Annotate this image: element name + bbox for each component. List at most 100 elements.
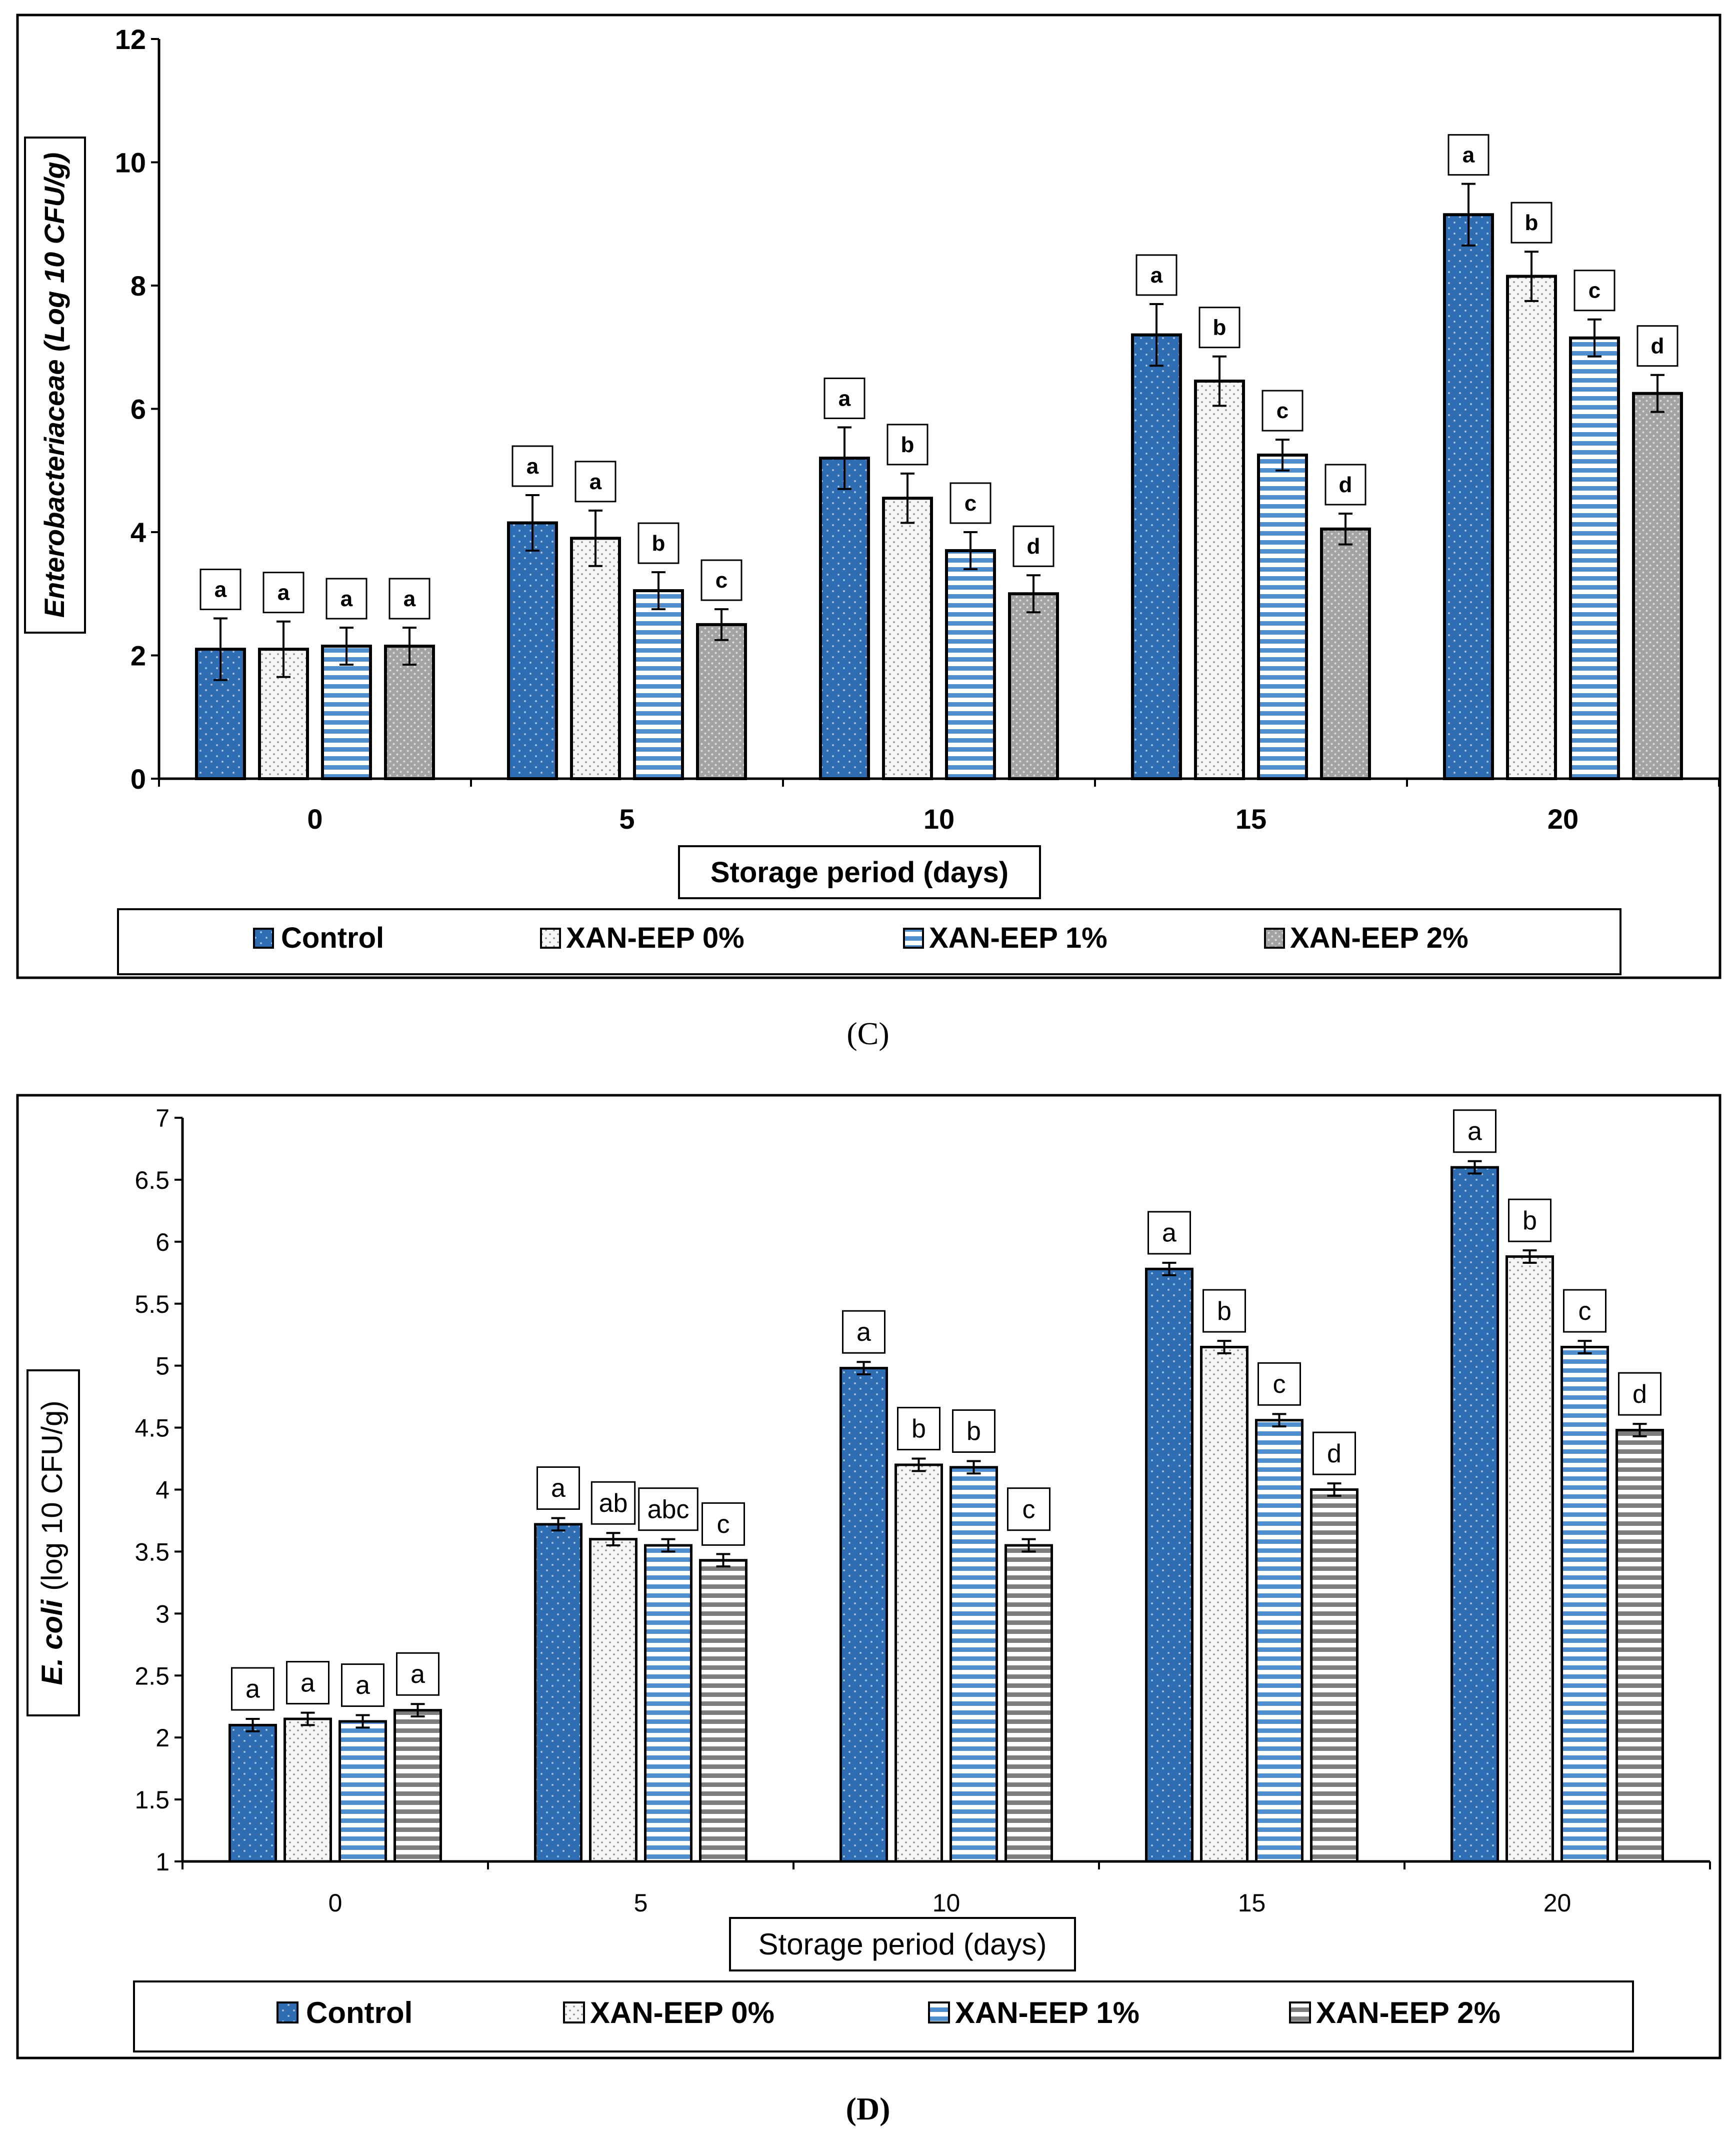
significance-box xyxy=(1262,390,1304,432)
panel-d-xlabel: Storage period (days) xyxy=(758,1927,1047,1961)
significance-box xyxy=(1258,1362,1301,1406)
y-tick-label: 5 xyxy=(156,1352,170,1380)
panel-c-caption: (C) xyxy=(846,1016,889,1051)
significance-box xyxy=(1007,1487,1050,1531)
legend-label-xan-eep-0: XAN-EEP 0% xyxy=(566,922,744,954)
legend-label-xan-eep-2: XAN-EEP 2% xyxy=(1290,922,1468,954)
significance-box xyxy=(952,1409,996,1453)
significance-box xyxy=(396,1652,440,1696)
x-tick-label: 15 xyxy=(1238,1889,1266,1917)
y-tick-label: 6 xyxy=(156,1228,170,1256)
panel-c-legend: Control XAN-EEP 0% XAN-EEP 1% XAN-EEP 2% xyxy=(117,908,1622,975)
panel-d-ylabel-units: (log 10 CFU/g) xyxy=(36,1400,68,1590)
significance-letter: b xyxy=(966,1417,981,1446)
bar xyxy=(1569,336,1620,780)
significance-letter: a xyxy=(551,1474,566,1503)
bar xyxy=(1194,380,1245,780)
significance-letter: d xyxy=(1632,1380,1647,1409)
bar xyxy=(1506,1255,1554,1863)
bar xyxy=(945,549,996,780)
significance-letter: c xyxy=(716,568,728,593)
bar xyxy=(1560,1345,1609,1863)
significance-box xyxy=(200,569,242,611)
significance-letter: c xyxy=(964,491,976,516)
bar xyxy=(699,1559,748,1863)
y-tick-label: 2 xyxy=(156,1724,170,1752)
panel-c-ylabel-box xyxy=(24,137,86,634)
bar xyxy=(819,457,870,780)
legend-d-swatch-xan-eep-2 xyxy=(1289,2001,1311,2023)
bar xyxy=(338,1720,387,1863)
y-tick-label: 6 xyxy=(130,394,146,425)
bar xyxy=(1616,1429,1664,1863)
bar xyxy=(1255,1419,1304,1863)
significance-letter: a xyxy=(340,587,353,611)
bar xyxy=(1450,1166,1499,1863)
significance-letter: b xyxy=(901,433,914,457)
significance-letter: a xyxy=(278,581,290,605)
significance-box xyxy=(950,482,992,524)
significance-box xyxy=(1148,1211,1191,1255)
significance-letter: b xyxy=(1522,1206,1537,1235)
significance-box xyxy=(512,445,554,487)
significance-letter: abc xyxy=(648,1495,690,1524)
significance-box xyxy=(700,559,742,601)
legend-d-label-control: Control xyxy=(306,1996,412,2029)
significance-letter: a xyxy=(410,1660,425,1689)
x-tick-label: 10 xyxy=(932,1889,960,1917)
bar xyxy=(644,1544,692,1863)
significance-letter: a xyxy=(1468,1117,1482,1146)
legend-label-xan-eep-1: XAN-EEP 1% xyxy=(929,922,1108,954)
bar xyxy=(321,645,372,780)
significance-letter: a xyxy=(300,1668,315,1697)
significance-box xyxy=(1574,270,1616,312)
panel-c: 0 2 4 6 8 10 12 0 5 10 15 20 a a a a a a b c a b c d a b c d a b c d E… xyxy=(16,14,1722,979)
panel-d-legend: Control XAN-EEP 0% XAN-EEP 1% XAN-EEP 2% xyxy=(133,1980,1634,2052)
bar xyxy=(1008,592,1059,780)
significance-box xyxy=(638,1487,698,1531)
significance-box xyxy=(824,377,866,419)
y-tick-label: 3.5 xyxy=(134,1538,170,1566)
x-tick-label: 15 xyxy=(1236,803,1266,835)
x-tick-label: 5 xyxy=(619,803,634,835)
significance-letter: c xyxy=(1276,399,1288,423)
panel-d-ylabel-box xyxy=(26,1369,80,1716)
panel-d-ylabel-species: E. coli xyxy=(36,1599,68,1685)
significance-box xyxy=(1198,307,1240,349)
panel-d-legend-box xyxy=(133,1980,1634,2052)
bar xyxy=(1131,333,1182,780)
significance-letter: b xyxy=(1213,316,1226,340)
significance-box xyxy=(388,578,430,620)
panel-c-ylabel: Enterobacteriaceae (Log 10 CFU/g) xyxy=(38,153,70,618)
significance-box xyxy=(842,1310,886,1354)
x-tick-label: 20 xyxy=(1544,1889,1572,1917)
panel-c-legend-box xyxy=(117,908,1622,975)
significance-letter: a xyxy=(856,1318,871,1347)
y-tick-label: 6.5 xyxy=(134,1166,170,1194)
legend-swatch-xan-eep-0 xyxy=(540,928,561,949)
significance-box xyxy=(231,1667,274,1711)
y-tick-label: 2 xyxy=(130,640,146,672)
bar xyxy=(1443,213,1494,781)
significance-box xyxy=(897,1407,940,1451)
bar xyxy=(570,537,621,780)
significance-letter: a xyxy=(1162,1219,1176,1248)
bar xyxy=(507,521,558,780)
significance-box xyxy=(1136,254,1178,296)
significance-box xyxy=(638,522,680,564)
significance-letter: a xyxy=(1462,143,1475,168)
significance-letter: a xyxy=(526,454,539,479)
y-tick-label: 5.5 xyxy=(134,1290,170,1318)
significance-letter: a xyxy=(214,578,227,602)
y-tick-label: 1 xyxy=(156,1848,170,1876)
significance-letter: a xyxy=(838,386,851,411)
x-tick-label: 0 xyxy=(307,803,322,835)
bar xyxy=(589,1538,638,1863)
significance-box xyxy=(1448,134,1490,176)
significance-box xyxy=(536,1466,580,1510)
significance-letter: d xyxy=(1651,334,1664,359)
bar xyxy=(284,1717,332,1863)
significance-box xyxy=(1453,1109,1496,1153)
